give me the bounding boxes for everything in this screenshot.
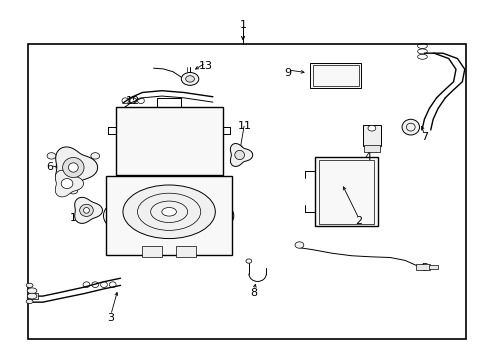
Ellipse shape	[294, 242, 303, 248]
Polygon shape	[230, 144, 252, 166]
Ellipse shape	[27, 293, 37, 299]
Text: 11: 11	[237, 121, 251, 131]
Text: 8: 8	[250, 288, 257, 297]
Bar	[428, 265, 437, 269]
Text: 9: 9	[284, 68, 291, 78]
Ellipse shape	[401, 119, 419, 135]
Ellipse shape	[162, 207, 176, 216]
Bar	[312, 64, 358, 86]
Ellipse shape	[367, 125, 375, 131]
Ellipse shape	[234, 150, 244, 159]
Ellipse shape	[122, 185, 215, 239]
Ellipse shape	[91, 153, 100, 159]
Ellipse shape	[83, 207, 89, 213]
Bar	[364, 145, 379, 153]
Text: 2: 2	[354, 216, 362, 226]
Ellipse shape	[47, 153, 56, 159]
Bar	[415, 264, 429, 270]
Ellipse shape	[62, 157, 84, 177]
Text: 13: 13	[198, 61, 212, 71]
Text: 12: 12	[125, 96, 140, 107]
Text: 7: 7	[420, 132, 427, 142]
Bar	[28, 44, 465, 339]
Polygon shape	[55, 170, 83, 197]
Ellipse shape	[69, 188, 78, 194]
Ellipse shape	[80, 204, 93, 216]
Ellipse shape	[181, 72, 199, 85]
Bar	[309, 63, 361, 88]
Ellipse shape	[185, 76, 194, 82]
Ellipse shape	[68, 163, 78, 172]
Ellipse shape	[61, 179, 73, 189]
Bar	[363, 125, 380, 146]
Polygon shape	[75, 197, 102, 223]
Text: 4: 4	[364, 152, 371, 162]
Ellipse shape	[245, 259, 251, 263]
Bar	[142, 246, 162, 257]
Ellipse shape	[26, 299, 33, 303]
Bar	[318, 159, 373, 224]
Bar	[314, 157, 377, 226]
Text: 1: 1	[239, 19, 246, 30]
Ellipse shape	[27, 288, 37, 294]
Text: 6: 6	[46, 162, 53, 172]
Bar	[30, 293, 38, 298]
Polygon shape	[56, 147, 98, 188]
Ellipse shape	[26, 283, 33, 288]
Bar	[116, 107, 222, 175]
Bar	[106, 176, 232, 255]
Text: 10: 10	[70, 212, 83, 222]
Bar	[176, 246, 196, 257]
Text: 5: 5	[420, 262, 427, 273]
Text: 3: 3	[107, 312, 114, 323]
